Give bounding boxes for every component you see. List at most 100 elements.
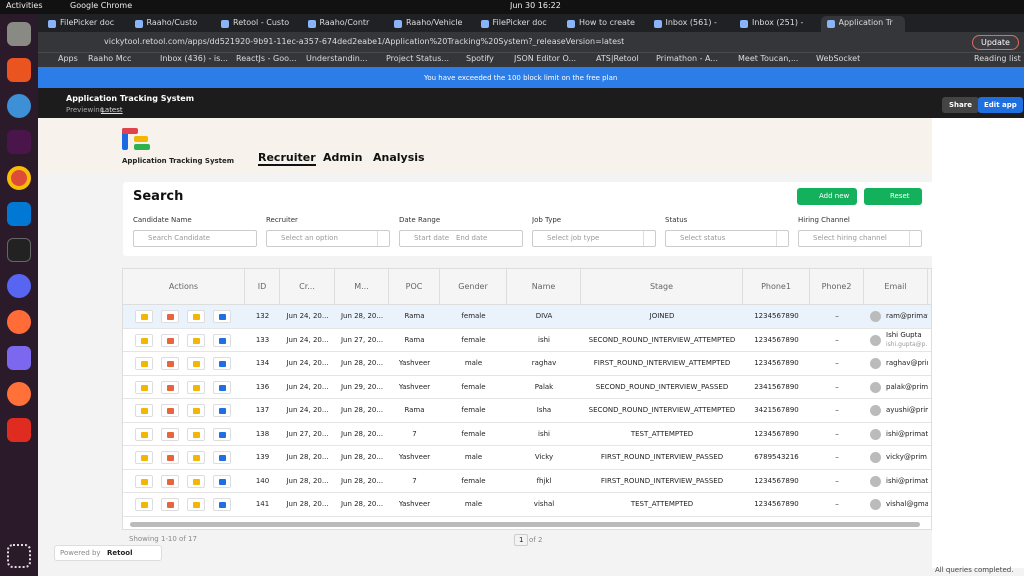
- column-header[interactable]: Phone2: [810, 269, 864, 304]
- dock-postman[interactable]: [7, 310, 31, 334]
- dock-show-apps[interactable]: [7, 544, 31, 568]
- action-button[interactable]: [187, 427, 205, 441]
- action-button[interactable]: [161, 357, 179, 370]
- dock-help[interactable]: [7, 94, 31, 118]
- action-button[interactable]: [135, 333, 153, 347]
- table-row[interactable]: 140 Jun 28, 20... Jun 28, 20... 7 female fhjk…: [123, 469, 931, 493]
- bookmark[interactable]: Apps: [58, 54, 78, 63]
- column-header[interactable]: Cr...: [280, 269, 335, 304]
- action-button[interactable]: [135, 404, 153, 417]
- bookmark[interactable]: Inbox (436) - is...: [160, 54, 228, 63]
- dock-app[interactable]: [7, 418, 31, 442]
- browser-tab[interactable]: Raaho/Contr: [302, 16, 386, 32]
- bookmark[interactable]: Spotify: [466, 54, 494, 63]
- version[interactable]: Latest: [101, 106, 123, 114]
- nav-tab[interactable]: Analysis: [373, 151, 425, 164]
- nav-tab[interactable]: Admin: [323, 151, 363, 164]
- action-button[interactable]: [135, 380, 153, 394]
- bookmark[interactable]: JSON Editor O...: [514, 54, 577, 63]
- action-button[interactable]: [213, 474, 231, 488]
- action-button[interactable]: [187, 333, 205, 347]
- dock-software[interactable]: [7, 58, 31, 82]
- action-button[interactable]: [135, 474, 153, 488]
- table-row[interactable]: 133 Jun 24, 20... Jun 27, 20... Rama female i…: [123, 328, 931, 352]
- column-header[interactable]: Actions: [123, 269, 245, 304]
- column-header[interactable]: Gender: [440, 269, 507, 304]
- browser-tab[interactable]: Retool - Custo: [215, 16, 299, 32]
- table-row[interactable]: 138 Jun 27, 20... Jun 28, 20... 7 female ishi…: [123, 422, 931, 446]
- action-button[interactable]: [213, 451, 231, 464]
- table-row[interactable]: 141 Jun 28, 20... Jun 28, 20... Yashveer mal…: [123, 493, 931, 517]
- dock-firefox[interactable]: [7, 382, 31, 406]
- action-button[interactable]: [213, 427, 231, 441]
- table-row[interactable]: 139 Jun 28, 20... Jun 28, 20... Yashveer mal…: [123, 446, 931, 470]
- browser-tab[interactable]: Application Tr: [820, 16, 905, 32]
- action-button[interactable]: [161, 498, 179, 511]
- dock-vscode[interactable]: [7, 202, 31, 226]
- bookmark[interactable]: ATS|Retool: [596, 54, 639, 63]
- column-header[interactable]: Stage: [581, 269, 743, 304]
- action-button[interactable]: [161, 427, 179, 441]
- action-button[interactable]: [187, 380, 205, 394]
- url[interactable]: vickytool.retool.com/apps/dd521920-9b91-…: [104, 37, 624, 46]
- bookmark[interactable]: Project Status...: [386, 54, 450, 63]
- action-button[interactable]: [213, 380, 231, 394]
- action-button[interactable]: [187, 474, 205, 488]
- action-button[interactable]: [213, 498, 231, 511]
- filter-input[interactable]: Select an option: [266, 230, 390, 247]
- browser-tab[interactable]: FilePicker doc: [475, 16, 559, 32]
- dock-clickup[interactable]: [7, 346, 31, 370]
- action-button[interactable]: [213, 404, 231, 417]
- action-button[interactable]: [135, 427, 153, 441]
- browser-tab[interactable]: Raaho/Custo: [129, 16, 213, 32]
- bookmark[interactable]: ReactJs - Goo...: [236, 54, 297, 63]
- action-button[interactable]: [161, 451, 179, 464]
- action-button[interactable]: [161, 474, 179, 488]
- nav-tab[interactable]: Recruiter: [258, 151, 316, 166]
- bookmark[interactable]: WebSocket: [816, 54, 861, 63]
- bookmark[interactable]: Raaho Mcc: [88, 54, 132, 63]
- action-button[interactable]: [161, 333, 179, 347]
- bookmark[interactable]: Understandin...: [306, 54, 368, 63]
- action-button[interactable]: [161, 404, 179, 417]
- action-button[interactable]: [161, 380, 179, 394]
- browser-tab[interactable]: Inbox (251) -: [734, 16, 818, 32]
- action-button[interactable]: [135, 310, 153, 323]
- browser-tab[interactable]: Raaho/Vehicle: [388, 16, 472, 32]
- column-header[interactable]: Name: [507, 269, 581, 304]
- column-header[interactable]: Phone1: [743, 269, 810, 304]
- bookmark[interactable]: Primathon - A...: [656, 54, 718, 63]
- filter-input[interactable]: Search Candidate: [133, 230, 257, 247]
- column-header[interactable]: ID: [245, 269, 280, 304]
- reset-button[interactable]: Reset: [864, 188, 922, 205]
- action-button[interactable]: [135, 357, 153, 370]
- action-button[interactable]: [187, 498, 205, 511]
- table-row[interactable]: 134 Jun 24, 20... Jun 28, 20... Yashveer mal…: [123, 352, 931, 376]
- table-row[interactable]: 132 Jun 24, 20... Jun 28, 20... Rama female D…: [123, 305, 931, 329]
- filter-input[interactable]: Select job type: [532, 230, 656, 247]
- column-header[interactable]: POC: [389, 269, 440, 304]
- action-button[interactable]: [161, 310, 179, 323]
- app-name[interactable]: Google Chrome: [70, 1, 133, 10]
- browser-tab[interactable]: Inbox (561) -: [648, 16, 732, 32]
- bookmark[interactable]: Meet Toucan,...: [738, 54, 799, 63]
- table-row[interactable]: 137 Jun 24, 20... Jun 28, 20... Rama female I…: [123, 399, 931, 423]
- browser-tab[interactable]: How to create: [561, 16, 645, 32]
- dock-terminal[interactable]: [7, 238, 31, 262]
- filter-input[interactable]: Select hiring channel: [798, 230, 922, 247]
- action-button[interactable]: [135, 498, 153, 511]
- action-button[interactable]: [187, 451, 205, 464]
- action-button[interactable]: [213, 310, 231, 323]
- filter-input[interactable]: Start date End date: [399, 230, 523, 247]
- add-button[interactable]: Add new: [797, 188, 857, 205]
- edit-button[interactable]: Edit app: [978, 97, 1023, 113]
- action-button[interactable]: [213, 333, 231, 347]
- share-button[interactable]: Share: [942, 97, 979, 113]
- dock-slack[interactable]: [7, 130, 31, 154]
- dock-chrome[interactable]: [7, 166, 31, 190]
- table-row[interactable]: 136 Jun 24, 20... Jun 29, 20... Yashveer fem…: [123, 375, 931, 399]
- action-button[interactable]: [213, 357, 231, 370]
- browser-tab[interactable]: FilePicker doc: [42, 16, 126, 32]
- dock-files[interactable]: [7, 22, 31, 46]
- column-header[interactable]: M...: [335, 269, 389, 304]
